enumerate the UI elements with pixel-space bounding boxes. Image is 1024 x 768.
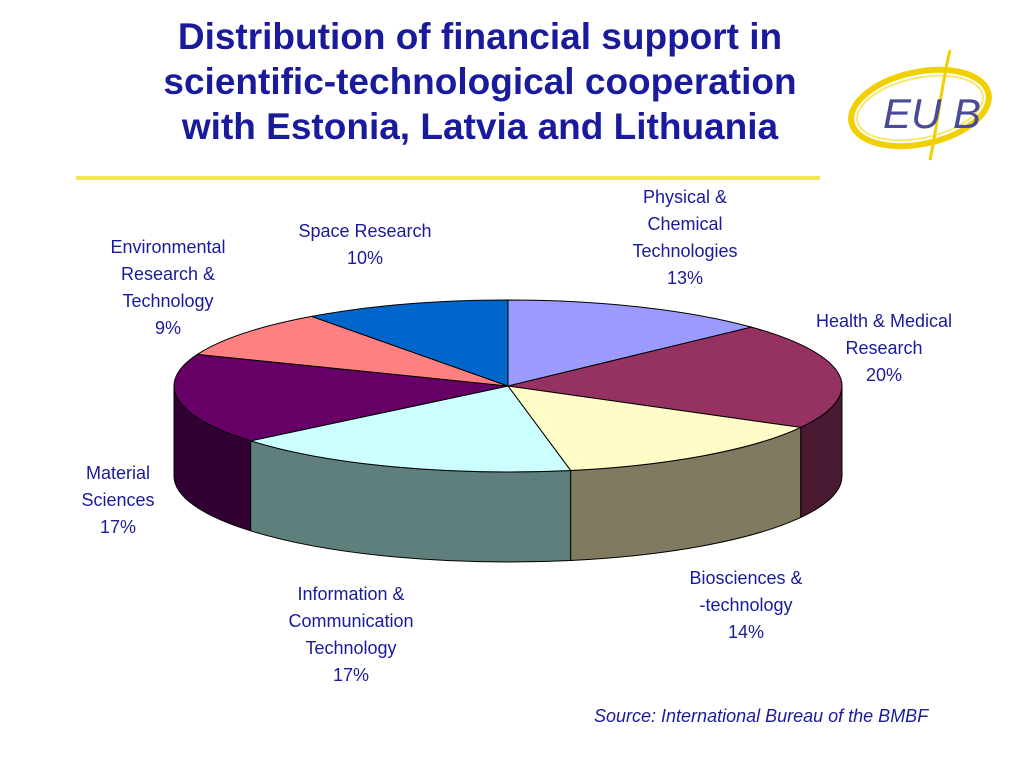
page-title: Distribution of financial support in sci… xyxy=(60,14,900,149)
slice-label-text: Physical & xyxy=(642,187,728,207)
pie-slice xyxy=(506,385,803,471)
slice-label-text: Material xyxy=(85,463,151,483)
slice-label-text: Health & Medical xyxy=(815,311,953,331)
slice-label-text: Environmental xyxy=(110,237,226,257)
slice-label-text: Biosciences & xyxy=(689,568,803,588)
slice-value: 17% xyxy=(332,665,370,685)
source-note: Source: International Bureau of the BMBF xyxy=(594,706,929,726)
logo-text: EU B xyxy=(883,90,981,137)
slice-label: Information & Communication Technology 17% xyxy=(288,581,413,689)
slice-label: Health & Medical Research 20% xyxy=(816,308,952,389)
slice-value: 14% xyxy=(727,622,765,642)
slice-label: Material Sciences 17% xyxy=(81,460,154,541)
slice-label: Environmental Research & Technology 9% xyxy=(110,234,225,342)
slice-label-text: Technology xyxy=(122,291,214,311)
title-line: scientific-technological cooperation xyxy=(163,61,797,102)
slice-label: Biosciences & -technology 14% xyxy=(689,565,802,646)
slice-label-text: Sciences xyxy=(81,490,155,510)
slice-value: 17% xyxy=(99,517,137,537)
slice-value: 20% xyxy=(865,365,903,385)
slice-label-text: Technology xyxy=(305,638,397,658)
pie-slice xyxy=(195,315,509,387)
slice-label: Space Research 10% xyxy=(298,218,431,272)
slice-label-text: Chemical xyxy=(647,214,723,234)
slice-label-text: Space Research xyxy=(298,221,432,241)
pie-slice xyxy=(507,326,843,428)
slice-value: 9% xyxy=(154,318,181,338)
slice-label-text: Technologies xyxy=(632,241,738,261)
title-line: with Estonia, Latvia and Lithuania xyxy=(181,106,779,147)
slice-label-text: Information & xyxy=(297,584,405,604)
slice-label-text: Research xyxy=(845,338,923,358)
slice-label-text: Research & xyxy=(120,264,216,284)
slice-label-text: Communication xyxy=(288,611,414,631)
pie-slice xyxy=(248,385,572,473)
pie-slice xyxy=(507,299,752,387)
pie-slice xyxy=(173,353,509,442)
slice-label-text: -technology xyxy=(699,595,793,615)
slice-label: Physical & Chemical Technologies 13% xyxy=(632,184,737,292)
title-line: Distribution of financial support in xyxy=(177,16,783,57)
pie-slice xyxy=(309,299,509,387)
eub-logo: EU B xyxy=(848,49,992,161)
slice-value: 10% xyxy=(346,248,384,268)
title-divider xyxy=(76,176,820,180)
slice-value: 13% xyxy=(666,268,704,288)
